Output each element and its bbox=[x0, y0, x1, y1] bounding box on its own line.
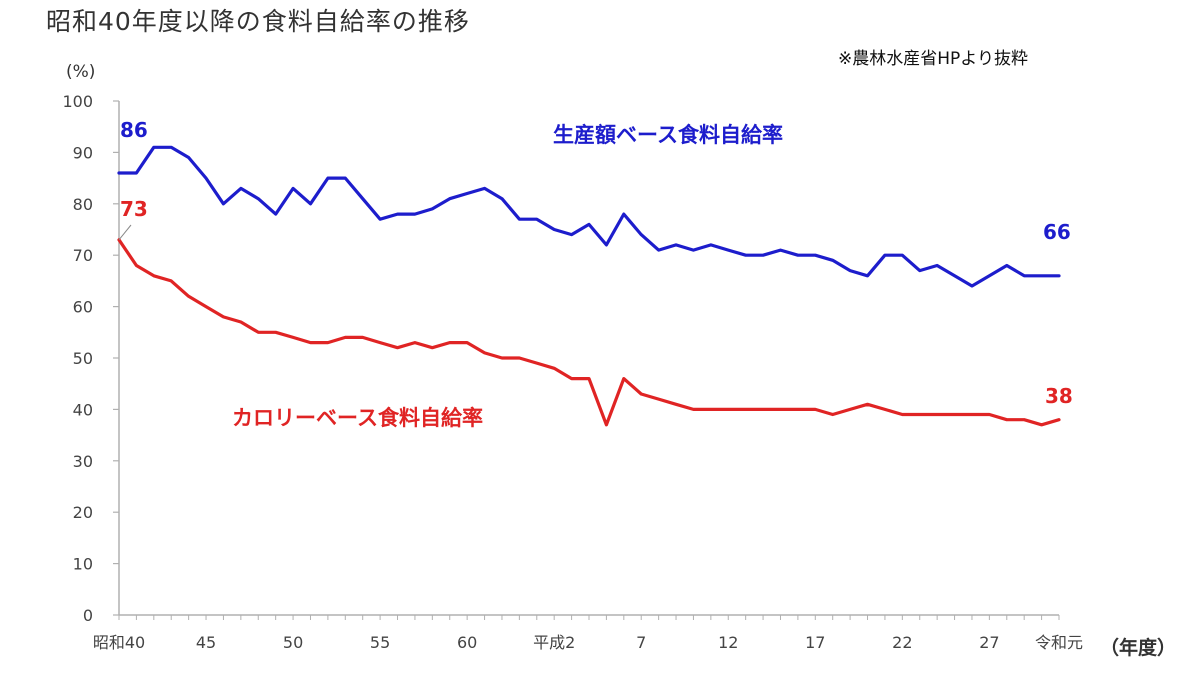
y-tick-label: 10 bbox=[73, 555, 93, 574]
value-label-blue-start: 86 bbox=[120, 118, 148, 142]
y-tick-label: 90 bbox=[73, 143, 93, 162]
series-label-calorie: カロリーベース食料自給率 bbox=[232, 406, 483, 430]
x-tick-label: 22 bbox=[892, 633, 912, 652]
x-tick-label: 昭和40 bbox=[93, 633, 145, 652]
y-tick-label: 0 bbox=[83, 606, 93, 625]
x-tick-label: 17 bbox=[805, 633, 825, 652]
series-line-1 bbox=[117, 145, 1061, 288]
series-group bbox=[117, 145, 1061, 427]
y-tick-label: 70 bbox=[73, 246, 93, 265]
y-tick-label: 50 bbox=[73, 349, 93, 368]
source-note: ※農林水産省HPより抜粋 bbox=[838, 49, 1028, 69]
y-tick-label: 30 bbox=[73, 452, 93, 471]
x-tick-label: 12 bbox=[718, 633, 738, 652]
x-tick-label: 50 bbox=[283, 633, 303, 652]
y-tick-label: 100 bbox=[62, 92, 93, 111]
y-tick-label: 60 bbox=[73, 298, 93, 317]
x-tick-label: 7 bbox=[636, 633, 646, 652]
x-tick-label: 55 bbox=[370, 633, 390, 652]
value-label-red-start: 73 bbox=[120, 197, 148, 221]
x-tick-label: 令和元 bbox=[1035, 633, 1083, 652]
axes: 0 10 20 30 40 50 60 70 80 90 100 昭和40 45 50 55 60 平成2 7 12… bbox=[62, 62, 1176, 659]
y-axis-unit: (%) bbox=[66, 62, 95, 82]
chart-title: 昭和40年度以降の食料自給率の推移 bbox=[46, 7, 470, 36]
series-line-2 bbox=[117, 238, 1061, 427]
series-label-production: 生産額ベース食料自給率 bbox=[553, 123, 783, 147]
x-axis-unit: （年度） bbox=[1100, 636, 1176, 659]
value-label-blue-end: 66 bbox=[1043, 220, 1071, 244]
x-tick-label: 27 bbox=[979, 633, 999, 652]
x-tick-label: 平成2 bbox=[533, 633, 575, 652]
y-tick-label: 80 bbox=[73, 195, 93, 214]
leader-line bbox=[118, 224, 132, 241]
x-tick-label: 60 bbox=[457, 633, 477, 652]
value-label-red-end: 38 bbox=[1045, 384, 1073, 408]
y-tick-label: 40 bbox=[73, 400, 93, 419]
x-tick-label: 45 bbox=[196, 633, 216, 652]
y-tick-label: 20 bbox=[73, 503, 93, 522]
